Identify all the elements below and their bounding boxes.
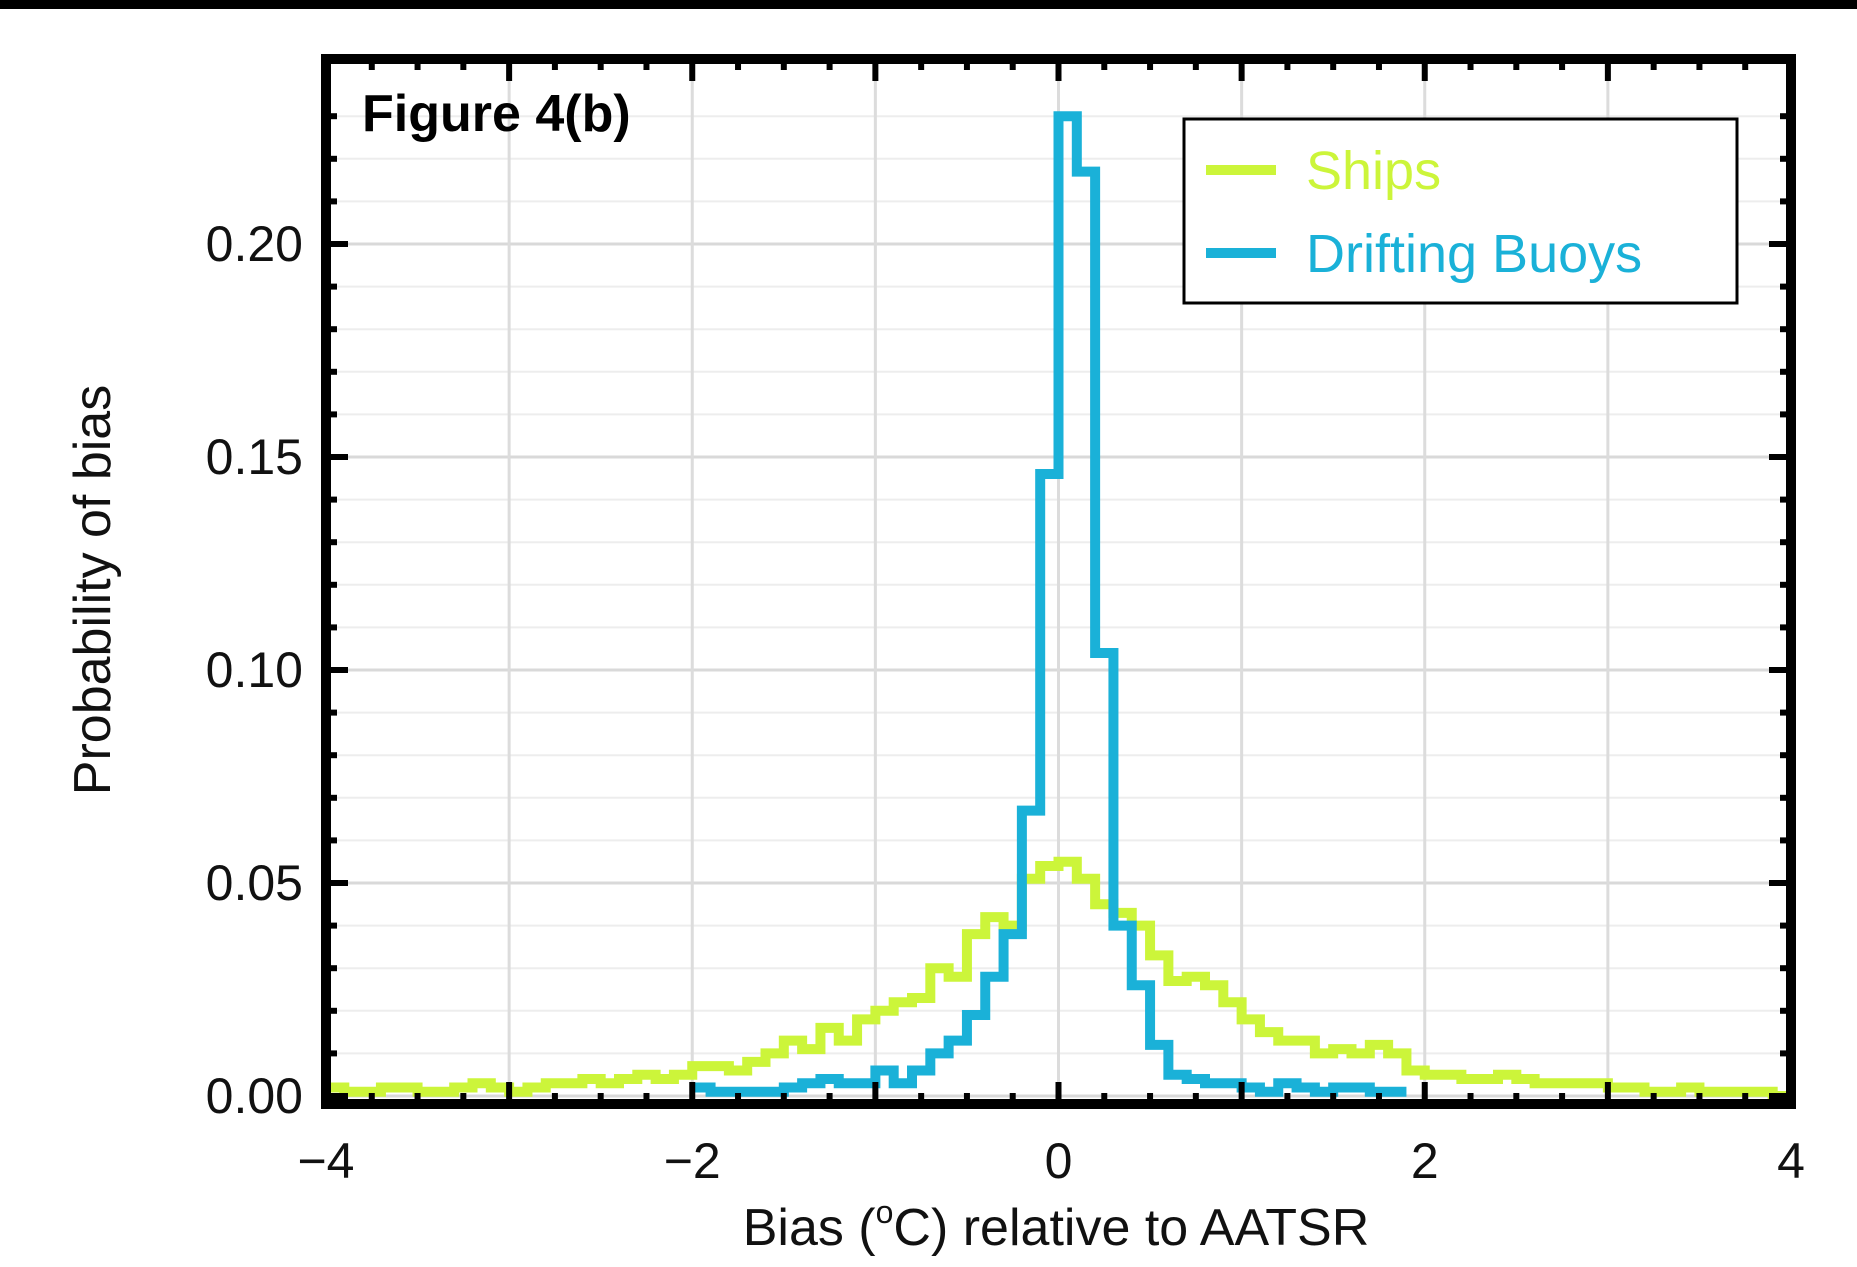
x-tick-label: 0 [1045,1133,1073,1189]
y-tick-label: 0.10 [206,642,303,698]
x-tick-label: 4 [1777,1133,1805,1189]
legend-label-drifting-buoys: Drifting Buoys [1306,224,1642,284]
y-tick-label: 0.05 [206,855,303,911]
top-border-bar [0,0,1857,9]
legend-label-ships: Ships [1306,141,1441,201]
legend-box [1182,117,1739,305]
x-axis-label: Bias (oC) relative to AATSR [743,1194,1370,1257]
y-tick-label: 0.15 [206,429,303,485]
series-line-drifting-buoys [692,111,1407,1097]
x-tick-label: −4 [297,1133,354,1189]
x-axis-label-suffix: C) relative to AATSR [893,1199,1369,1257]
x-tick-label: 2 [1411,1133,1439,1189]
y-axis-label: Probability of bias [64,385,122,795]
y-tick-label: 0.20 [206,216,303,272]
tick-labels: −4 −2 0 2 4 0.00 0.05 0.10 0.15 0.20 [206,216,1805,1189]
x-axis-label-prefix: Bias ( [743,1199,877,1257]
y-tick-label: 0.00 [206,1068,303,1124]
figure-title: Figure 4(b) [362,85,631,143]
axis-ticks [323,59,1794,1104]
series-layer [326,111,1791,1101]
legend: Ships Drifting Buoys [1182,117,1739,305]
series-line-ships [326,856,1791,1101]
x-axis-label-degree: o [876,1194,894,1230]
x-tick-label: −2 [664,1133,721,1189]
